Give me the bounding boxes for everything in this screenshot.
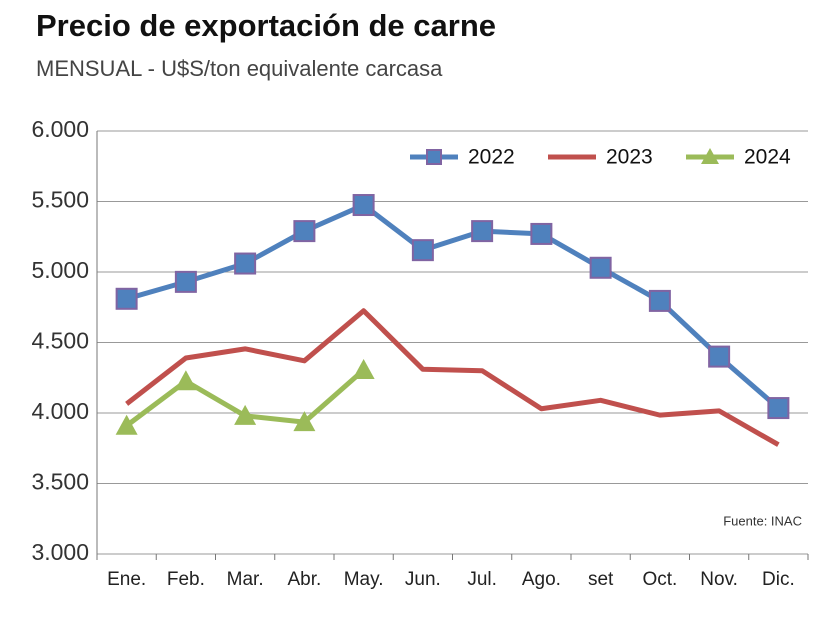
x-tick-label: set [588, 569, 614, 590]
marker [708, 345, 731, 368]
marker [234, 252, 257, 275]
legend-label: 2023 [606, 146, 653, 169]
marker [115, 414, 138, 435]
marker [530, 222, 553, 245]
y-tick-label: 5.000 [31, 257, 89, 283]
y-tick-label: 3.500 [31, 469, 89, 495]
x-tick-label: Abr. [287, 569, 321, 590]
chart-title: Precio de exportación de carne [36, 8, 496, 43]
legend-marker [426, 149, 442, 165]
y-tick-label: 3.000 [31, 539, 89, 565]
marker [115, 287, 138, 310]
marker [589, 256, 612, 279]
y-tick-label: 4.500 [31, 328, 89, 354]
marker [293, 411, 316, 432]
legend-label: 2024 [744, 146, 791, 169]
x-tick-label: Jun. [405, 569, 441, 590]
marker [471, 220, 494, 243]
marker [648, 289, 671, 312]
x-tick-label: Ene. [107, 569, 146, 590]
legend-marker [701, 148, 719, 164]
y-tick-label: 5.500 [31, 187, 89, 213]
marker [174, 270, 197, 293]
series-line [125, 202, 781, 410]
x-tick-label: Feb. [167, 569, 205, 590]
chart-subtitle: MENSUAL - U$S/ton equivalente carcasa [36, 56, 443, 81]
x-tick-label: Jul. [467, 569, 497, 590]
x-tick-label: Ago. [522, 569, 561, 590]
x-tick-label: Oct. [642, 569, 677, 590]
marker [411, 239, 434, 262]
marker [352, 358, 375, 379]
marker [174, 370, 197, 391]
series-line [125, 308, 780, 447]
marker [293, 220, 316, 243]
marker [767, 397, 790, 420]
y-tick-label: 4.000 [31, 398, 89, 424]
x-tick-label: Nov. [700, 569, 738, 590]
x-tick-label: Dic. [762, 569, 795, 590]
marker [234, 404, 257, 425]
marker [352, 194, 375, 217]
y-tick-label: 6.000 [31, 116, 89, 142]
legend-label: 2022 [468, 146, 515, 169]
source-note: Fuente: INAC [723, 513, 802, 528]
x-tick-label: May. [344, 569, 384, 590]
x-tick-label: Mar. [227, 569, 264, 590]
